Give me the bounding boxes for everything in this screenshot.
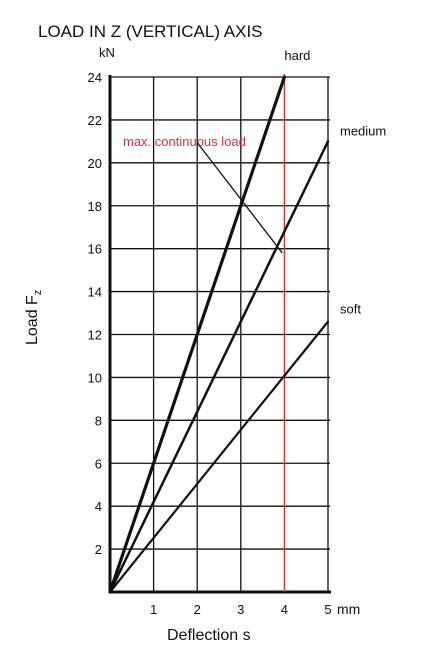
series-group bbox=[108, 75, 330, 594]
series-line-medium bbox=[108, 140, 330, 594]
y-tick-label-24: 24 bbox=[88, 70, 102, 85]
series-label-medium: medium bbox=[340, 123, 386, 138]
x-tick-label-3: 3 bbox=[237, 602, 244, 617]
x-unit-label: mm bbox=[337, 601, 360, 617]
y-tick-label-16: 16 bbox=[88, 242, 102, 257]
grid bbox=[110, 76, 330, 592]
y-unit-label: kN bbox=[99, 45, 115, 60]
y-tick-label-4: 4 bbox=[95, 499, 102, 514]
y-axis-label-subscript: z bbox=[32, 290, 44, 296]
y-tick-label-18: 18 bbox=[88, 199, 102, 214]
annotation-group: max. continuous load bbox=[123, 134, 283, 254]
x-tick-label-4: 4 bbox=[281, 602, 288, 617]
x-tick-label-1: 1 bbox=[150, 602, 157, 617]
chart-title: LOAD IN Z (VERTICAL) AXIS bbox=[38, 22, 263, 41]
series-label-soft: soft bbox=[340, 302, 361, 317]
y-tick-label-22: 22 bbox=[88, 113, 102, 128]
series-labels: hard medium soft bbox=[284, 48, 386, 317]
series-label-hard: hard bbox=[284, 48, 310, 63]
series-line-soft bbox=[108, 320, 330, 594]
annotation-text: max. continuous load bbox=[123, 134, 246, 149]
y-tick-label-20: 20 bbox=[88, 156, 102, 171]
y-tick-label-2: 2 bbox=[95, 542, 102, 557]
y-axis-label-main: Load F bbox=[24, 295, 41, 345]
y-tick-label-6: 6 bbox=[95, 456, 102, 471]
y-tick-label-14: 14 bbox=[88, 285, 102, 300]
y-axis-label: Load Fz bbox=[24, 290, 44, 345]
annotation-pointer bbox=[196, 141, 283, 254]
y-tick-label-10: 10 bbox=[88, 370, 102, 385]
x-tick-label-2: 2 bbox=[194, 602, 201, 617]
x-tick-label-5: 5 bbox=[324, 602, 331, 617]
series-line-hard bbox=[108, 75, 286, 594]
x-axis-label: Deflection s bbox=[167, 627, 251, 644]
axes bbox=[108, 75, 331, 594]
y-tick-label-12: 12 bbox=[88, 328, 102, 343]
y-tick-label-8: 8 bbox=[95, 413, 102, 428]
